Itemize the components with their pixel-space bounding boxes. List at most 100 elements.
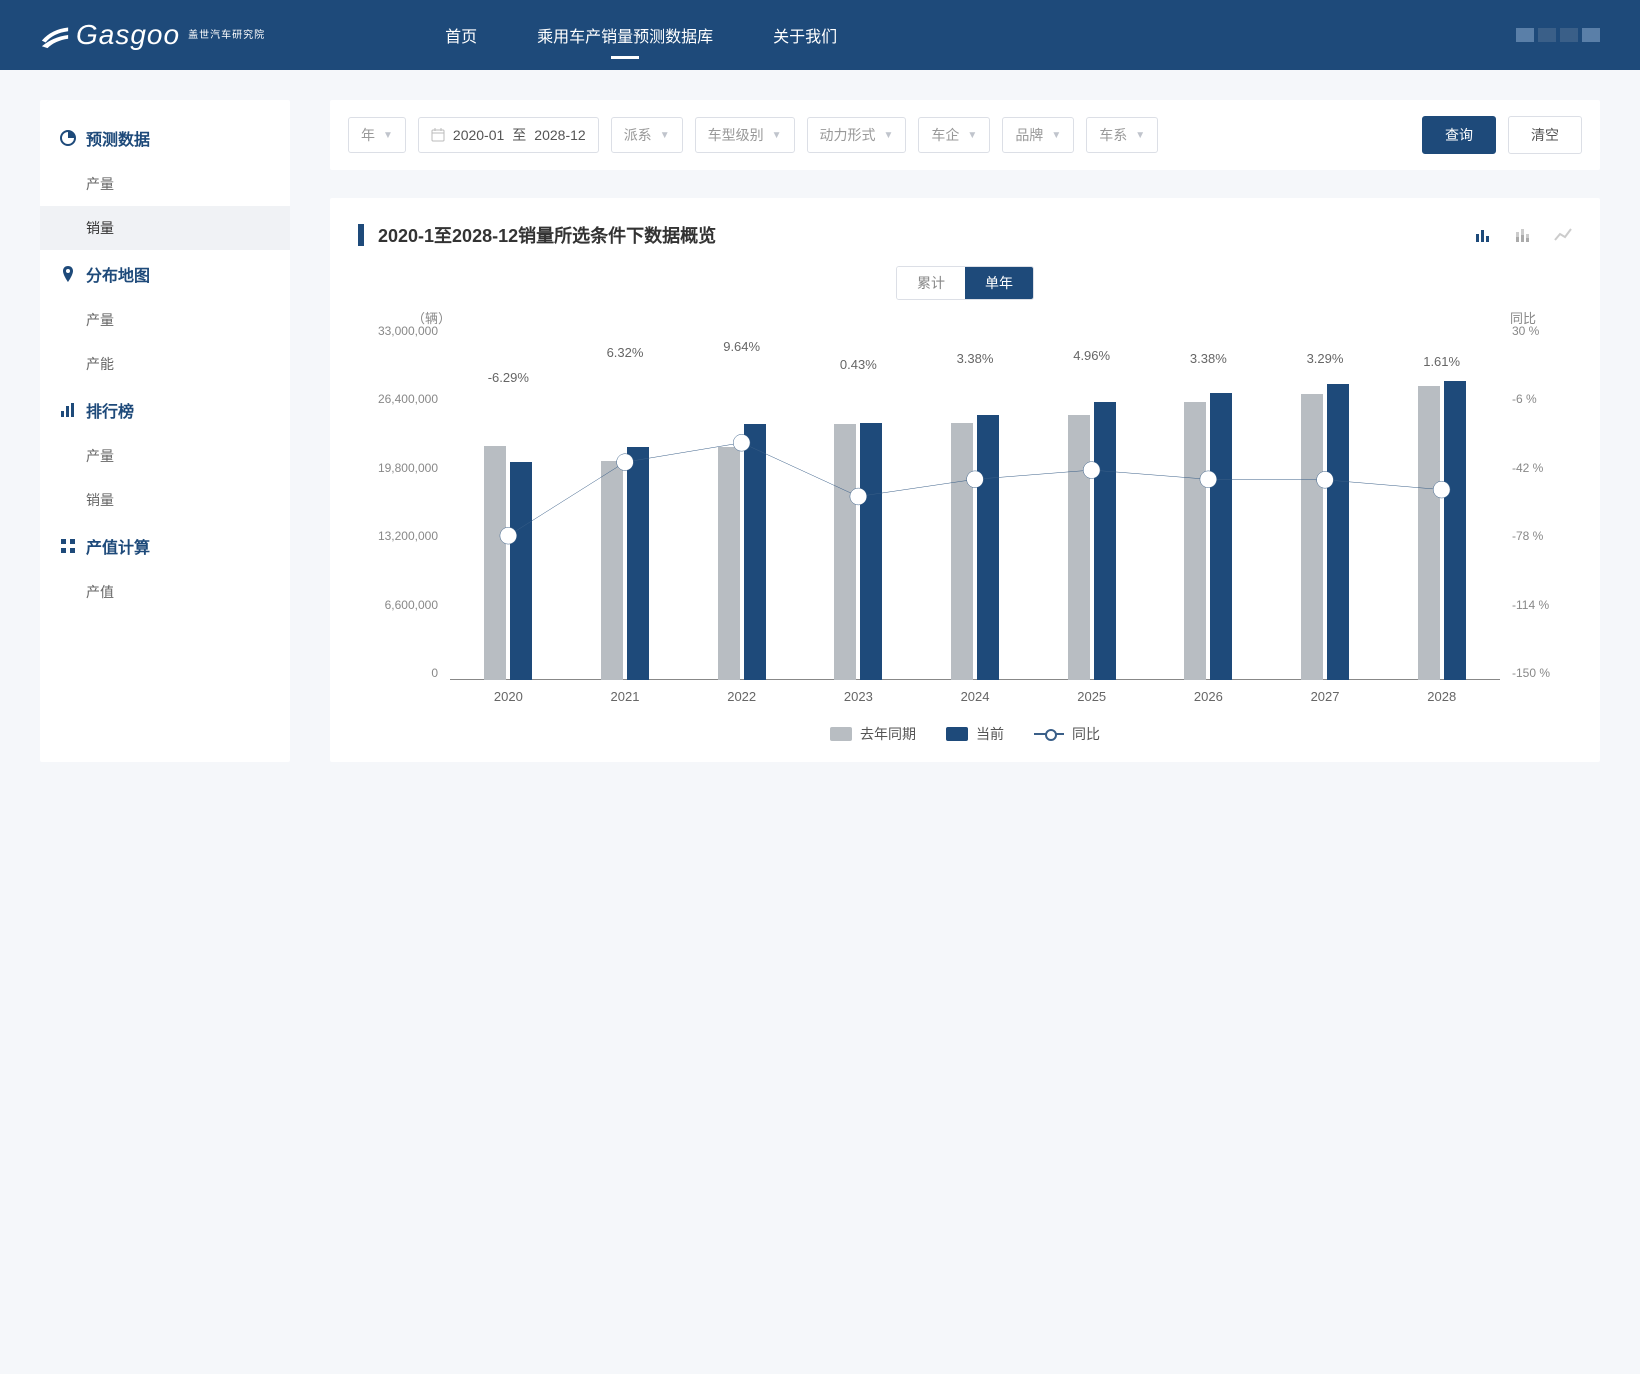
sidebar: 预测数据 产量 销量 分布地图 产量 产能 排行榜 产量 销量 产值计算 产值 [40, 100, 290, 762]
sidebar-item-production[interactable]: 产量 [40, 162, 290, 206]
toggle-wrap: 累计 单年 [358, 266, 1572, 300]
filter-period-unit[interactable]: 年 ▼ [348, 117, 406, 153]
filter-series[interactable]: 车系 ▼ [1086, 117, 1158, 153]
x-label: 2024 [917, 689, 1034, 704]
x-label: 2023 [800, 689, 917, 704]
chart-type-line-icon[interactable] [1554, 226, 1572, 244]
filter-oem[interactable]: 车企 ▼ [918, 117, 990, 153]
yoy-point-label: 0.43% [840, 357, 877, 372]
x-label: 2022 [683, 689, 800, 704]
filter-label: 车企 [931, 125, 959, 145]
y-left-ticks: 33,000,00026,400,00019,800,00013,200,000… [358, 324, 438, 680]
yoy-point-label: 3.38% [1190, 351, 1227, 366]
yoy-point-label: 9.64% [723, 339, 760, 354]
logo-icon [40, 20, 70, 50]
date-to: 2028-12 [534, 127, 585, 143]
top-nav: 首页 乘用车产销量预测数据库 关于我们 [445, 1, 837, 69]
logo-text: Gasgoo [76, 19, 180, 51]
sidebar-group-label: 预测数据 [86, 126, 150, 150]
toggle-cumulative[interactable]: 累计 [897, 267, 965, 299]
yoy-point-label: 1.61% [1423, 354, 1460, 369]
chevron-down-icon: ▼ [884, 130, 894, 141]
grid-icon [60, 538, 76, 554]
sidebar-item-map-production[interactable]: 产量 [40, 298, 290, 342]
chevron-down-icon: ▼ [1051, 130, 1061, 141]
toggle-yearly[interactable]: 单年 [965, 267, 1033, 299]
nav-home[interactable]: 首页 [445, 1, 477, 69]
filter-date-range[interactable]: 2020-01 至 2028-12 [418, 117, 599, 153]
sidebar-item-rank-production[interactable]: 产量 [40, 434, 290, 478]
chart-type-switcher [1474, 226, 1572, 244]
sidebar-item-sales[interactable]: 销量 [40, 206, 290, 250]
y-right-ticks: 30 %-6 %-42 %-78 %-114 %-150 % [1512, 324, 1572, 680]
widget-block[interactable] [1582, 28, 1600, 42]
filter-brand[interactable]: 品牌 ▼ [1002, 117, 1074, 153]
filter-label: 年 [361, 125, 375, 145]
main-layout: 预测数据 产量 销量 分布地图 产量 产能 排行榜 产量 销量 产值计算 产值 … [0, 70, 1640, 762]
filter-label: 派系 [624, 125, 652, 145]
x-label: 2025 [1033, 689, 1150, 704]
filter-powertrain[interactable]: 动力形式 ▼ [807, 117, 907, 153]
chart-area: （辆） 同比 33,000,00026,400,00019,800,00013,… [358, 314, 1572, 714]
x-axis-labels: 202020212022202320242025202620272028 [450, 689, 1500, 704]
chevron-down-icon: ▼ [1135, 130, 1145, 141]
x-label: 2020 [450, 689, 567, 704]
date-sep: 至 [512, 125, 526, 145]
line-layer [450, 324, 1500, 1374]
sidebar-group-forecast: 预测数据 [40, 114, 290, 162]
chevron-down-icon: ▼ [772, 130, 782, 141]
x-label: 2026 [1150, 689, 1267, 704]
widget-block[interactable] [1538, 28, 1556, 42]
yoy-point-label: -6.29% [488, 370, 529, 385]
yoy-point-label: 4.96% [1073, 348, 1110, 363]
x-label: 2027 [1267, 689, 1384, 704]
plot-area: -6.29%6.32%9.64%0.43%3.38%4.96%3.38%3.29… [450, 324, 1500, 680]
widget-block[interactable] [1516, 28, 1534, 42]
panel-header: 2020-1至2028-12销量所选条件下数据概览 [358, 222, 1572, 248]
sidebar-item-value[interactable]: 产值 [40, 570, 290, 614]
sidebar-group-label: 排行榜 [86, 398, 134, 422]
filter-label: 品牌 [1015, 125, 1043, 145]
filter-segment[interactable]: 车型级别 ▼ [695, 117, 795, 153]
content-area: 年 ▼ 2020-01 至 2028-12 派系 ▼ 车型级别 ▼ 动力形式 ▼ 车企… [330, 100, 1640, 762]
bars-icon [60, 402, 76, 418]
filter-label: 动力形式 [820, 125, 876, 145]
top-header: Gasgoo 盖世汽车研究院 首页 乘用车产销量预测数据库 关于我们 [0, 0, 1640, 70]
sidebar-group-ranking: 排行榜 [40, 386, 290, 434]
nav-forecast-db[interactable]: 乘用车产销量预测数据库 [537, 1, 713, 69]
filter-label: 车型级别 [708, 125, 764, 145]
yoy-point-label: 3.29% [1307, 351, 1344, 366]
sidebar-group-map: 分布地图 [40, 250, 290, 298]
title-accent [358, 224, 364, 246]
chart-type-stacked-icon[interactable] [1514, 226, 1532, 244]
sidebar-item-rank-sales[interactable]: 销量 [40, 478, 290, 522]
sidebar-group-value: 产值计算 [40, 522, 290, 570]
sidebar-group-label: 产值计算 [86, 534, 150, 558]
header-right-widgets [1516, 28, 1600, 42]
chart-type-bar-icon[interactable] [1474, 226, 1492, 244]
calendar-icon [431, 128, 445, 142]
x-label: 2028 [1383, 689, 1500, 704]
panel-title: 2020-1至2028-12销量所选条件下数据概览 [378, 222, 716, 248]
sidebar-item-map-capacity[interactable]: 产能 [40, 342, 290, 386]
filter-faction[interactable]: 派系 ▼ [611, 117, 683, 153]
date-from: 2020-01 [453, 127, 504, 143]
x-label: 2021 [567, 689, 684, 704]
logo[interactable]: Gasgoo 盖世汽车研究院 [40, 19, 265, 51]
chevron-down-icon: ▼ [967, 130, 977, 141]
chevron-down-icon: ▼ [660, 130, 670, 141]
yoy-point-label: 3.38% [957, 351, 994, 366]
nav-about[interactable]: 关于我们 [773, 1, 837, 69]
mode-toggle: 累计 单年 [896, 266, 1034, 300]
sidebar-group-label: 分布地图 [86, 262, 150, 286]
query-button[interactable]: 查询 [1422, 116, 1496, 154]
filter-label: 车系 [1099, 125, 1127, 145]
legend-line-marker [1034, 727, 1064, 741]
filter-bar: 年 ▼ 2020-01 至 2028-12 派系 ▼ 车型级别 ▼ 动力形式 ▼ 车企… [330, 100, 1600, 170]
chart-panel: 2020-1至2028-12销量所选条件下数据概览 累计 单年 （辆） 同比 3… [330, 198, 1600, 762]
pie-icon [60, 130, 76, 146]
logo-subtext: 盖世汽车研究院 [188, 30, 265, 41]
chevron-down-icon: ▼ [383, 130, 393, 141]
clear-button[interactable]: 清空 [1508, 116, 1582, 154]
widget-block[interactable] [1560, 28, 1578, 42]
